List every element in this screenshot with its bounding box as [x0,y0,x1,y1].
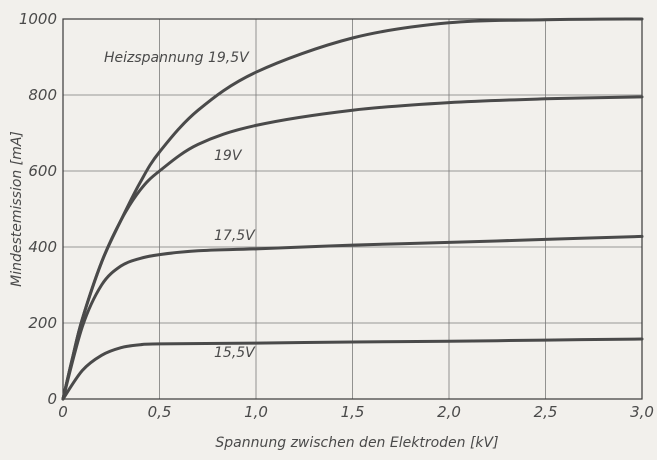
y-axis-label: Mindestemission [mA] [9,131,25,287]
series-label-19-5v: Heizspannung 19,5V [104,50,250,66]
series-19v-line [61,95,644,401]
series-17-5v-line [61,234,644,401]
tick-labels: 0 0,5 1,0 1,5 2,0 2,5 3,0 0 200 400 600 800 1000 [19,10,654,421]
series-label-19v: 19V [214,148,243,164]
y-tick-label: 0 [47,390,57,408]
series-labels: Heizspannung 19,5V 19V 17,5V 15,5V [104,50,256,361]
y-tick-label: 1000 [19,10,57,28]
series-label-17-5v: 17,5V [214,228,256,244]
x-tick-label: 1,5 [341,403,365,421]
x-tick-label: 3,0 [630,403,654,421]
x-axis-label: Spannung zwischen den Elektroden [kV] [215,435,498,451]
y-tick-label: 200 [28,314,57,332]
y-tick-label: 600 [28,162,57,180]
plot-frame [62,18,643,400]
series-15-5v-line [61,337,644,401]
y-tick-label: 400 [28,238,57,256]
x-tick-label: 0 [58,403,68,421]
grid [62,18,643,400]
x-tick-label: 2,5 [534,403,558,421]
x-tick-label: 2,0 [437,403,461,421]
x-tick-label: 1,0 [244,403,268,421]
series-label-15-5v: 15,5V [214,345,256,361]
curves [61,17,644,401]
x-tick-label: 0,5 [148,403,172,421]
y-tick-label: 800 [28,86,57,104]
